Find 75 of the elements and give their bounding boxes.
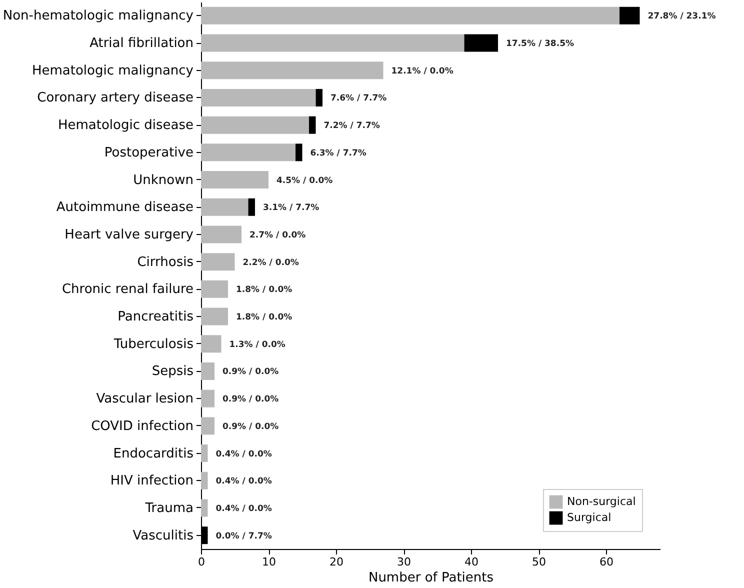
bar bbox=[201, 499, 208, 517]
annotation: 7.2% / 7.7% bbox=[324, 121, 380, 132]
y-tick-label: Pancreatitis bbox=[118, 310, 194, 325]
y-tick-label: Coronary artery disease bbox=[37, 90, 194, 106]
bar bbox=[201, 308, 228, 326]
x-tick-label: 50 bbox=[532, 556, 546, 568]
annotation: 2.7% / 0.0% bbox=[250, 230, 306, 240]
legend-label: Non-surgical bbox=[567, 495, 636, 508]
x-tick-label: 30 bbox=[397, 556, 411, 568]
y-tick-label: Hematologic disease bbox=[58, 118, 194, 134]
bar bbox=[201, 34, 464, 52]
y-tick-label: COVID infection bbox=[91, 418, 194, 434]
annotation: 17.5% / 38.5% bbox=[506, 39, 574, 50]
x-tick-label: 10 bbox=[262, 556, 276, 568]
bar bbox=[201, 144, 296, 162]
x-tick-label: 40 bbox=[464, 556, 478, 568]
bar bbox=[201, 417, 214, 435]
x-tick-label: 20 bbox=[330, 556, 344, 568]
bar bbox=[201, 171, 268, 189]
annotation: 3.1% / 7.7% bbox=[263, 203, 320, 214]
annotation: 12.1% / 0.0% bbox=[391, 66, 454, 76]
x-axis-title: Number of Patients bbox=[368, 570, 494, 586]
bar bbox=[201, 116, 309, 134]
y-tick-label: Tuberculosis bbox=[112, 336, 194, 352]
annotation: 0.9% / 0.0% bbox=[222, 367, 280, 378]
bar bbox=[201, 472, 208, 490]
y-tick-label: Heart valve surgery bbox=[64, 227, 194, 242]
bar bbox=[201, 280, 228, 298]
annotation: 2.2% / 0.0% bbox=[242, 258, 300, 268]
x-tick-label: 60 bbox=[600, 556, 614, 568]
annotation: 4.5% / 0.0% bbox=[276, 176, 334, 186]
bar bbox=[201, 226, 242, 244]
y-tick-label: Atrial fibrillation bbox=[90, 36, 194, 52]
bar bbox=[201, 335, 222, 353]
x-tick-label: 0 bbox=[198, 556, 205, 568]
annotation: 7.6% / 7.7% bbox=[330, 94, 388, 104]
bar bbox=[201, 444, 208, 462]
bar bbox=[316, 88, 322, 106]
bar bbox=[248, 198, 255, 216]
y-tick-label: Chronic renal failure bbox=[62, 282, 194, 298]
y-tick-label: Non-hematologic malignancy bbox=[2, 8, 194, 24]
annotation: 1.8% / 0.0% bbox=[236, 312, 293, 323]
bar bbox=[201, 390, 214, 408]
annotation: 27.8% / 23.1% bbox=[648, 12, 716, 22]
y-tick-label: Endocarditis bbox=[113, 446, 194, 462]
bar bbox=[201, 362, 214, 380]
annotation: 0.4% / 0.0% bbox=[216, 476, 272, 487]
y-tick-label: Cirrhosis bbox=[137, 254, 194, 270]
y-tick-label: Postoperative bbox=[104, 145, 194, 160]
y-tick-label: Hematologic malignancy bbox=[32, 63, 194, 78]
bar bbox=[464, 34, 498, 52]
annotation: 0.4% / 0.0% bbox=[216, 504, 272, 514]
annotation: 6.3% / 7.7% bbox=[310, 148, 367, 158]
bar bbox=[201, 198, 248, 216]
annotation: 0.9% / 0.0% bbox=[222, 422, 280, 432]
annotation: 0.4% / 0.0% bbox=[216, 449, 272, 460]
bar bbox=[201, 253, 235, 271]
y-tick-label: Unknown bbox=[133, 172, 194, 188]
bar bbox=[296, 144, 302, 162]
y-tick-label: Sepsis bbox=[152, 364, 194, 380]
legend-label: Surgical bbox=[567, 511, 612, 524]
annotation: 0.0% / 7.7% bbox=[216, 531, 272, 542]
y-tick-label: Vasculitis bbox=[132, 528, 194, 544]
y-tick-label: Autoimmune disease bbox=[56, 200, 194, 216]
y-tick-label: HIV infection bbox=[110, 474, 194, 489]
bar bbox=[201, 88, 316, 106]
y-tick-label: Trauma bbox=[144, 500, 194, 516]
annotation: 1.3% / 0.0% bbox=[229, 340, 286, 350]
bar bbox=[201, 62, 384, 80]
bar bbox=[620, 6, 640, 24]
annotation: 0.9% / 0.0% bbox=[222, 394, 280, 405]
annotation: 1.8% / 0.0% bbox=[236, 285, 293, 296]
y-tick-label: Vascular lesion bbox=[96, 392, 194, 407]
bar bbox=[201, 6, 620, 24]
bar bbox=[309, 116, 316, 134]
